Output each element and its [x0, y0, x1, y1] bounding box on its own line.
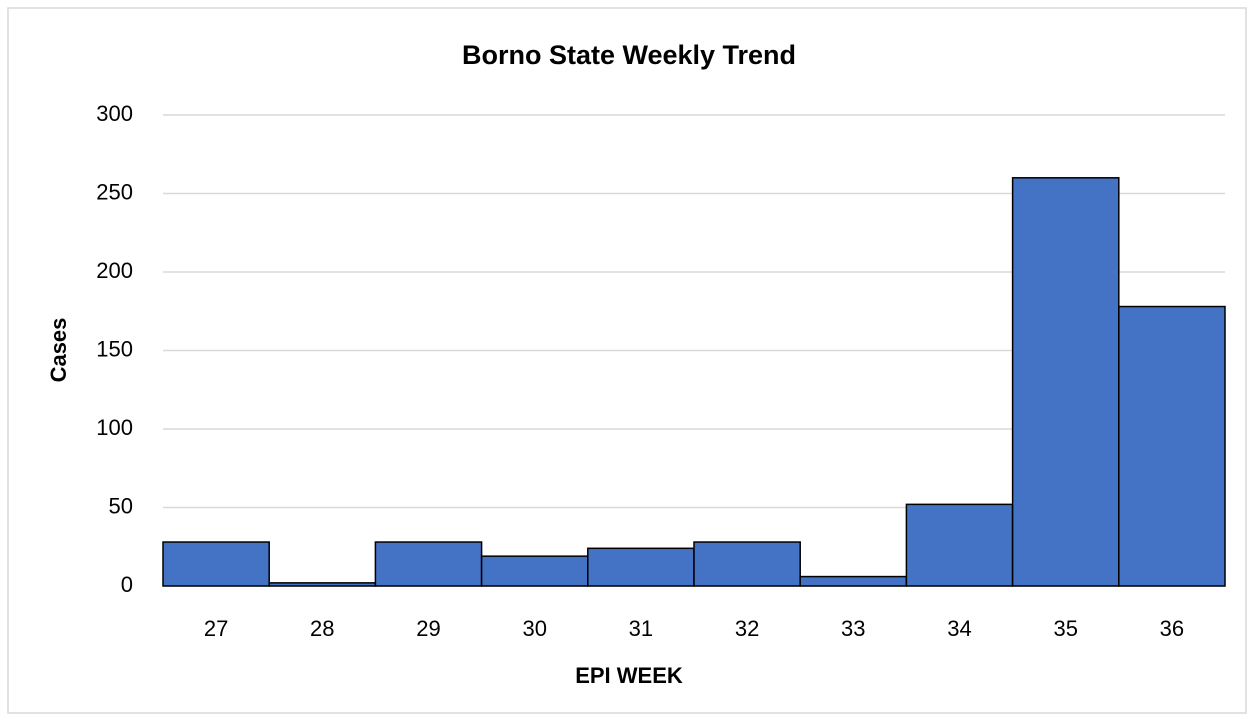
y-tick-label: 50: [109, 493, 133, 518]
chart-title: Borno State Weekly Trend: [462, 40, 796, 70]
bar: [693, 541, 801, 587]
x-axis-title: EPI WEEK: [575, 663, 683, 688]
bar: [799, 575, 908, 587]
y-axis-title: Cases: [46, 318, 71, 383]
y-tick-label: 150: [96, 336, 133, 361]
x-tick-label: 32: [735, 616, 759, 641]
bar: [1118, 305, 1226, 587]
y-tick-label: 100: [96, 415, 133, 440]
bar: [268, 582, 377, 587]
bar: [905, 503, 1014, 587]
x-tick-label: 31: [629, 616, 653, 641]
y-tick-label: 250: [96, 179, 133, 204]
x-tick-label: 30: [522, 616, 546, 641]
x-tick-label: 35: [1053, 616, 1077, 641]
y-tick-label: 300: [96, 101, 133, 126]
x-tick-label: 28: [310, 616, 334, 641]
bar: [162, 541, 270, 587]
x-tick-label: 34: [947, 616, 971, 641]
bar: [1011, 177, 1120, 587]
x-tick-label: 36: [1160, 616, 1184, 641]
y-tick-label: 0: [121, 572, 133, 597]
bar: [480, 555, 589, 587]
bar: [374, 541, 483, 587]
x-tick-label: 29: [416, 616, 440, 641]
y-tick-label: 200: [96, 258, 133, 283]
bar: [587, 547, 695, 587]
x-tick-label: 33: [841, 616, 865, 641]
x-tick-label: 27: [204, 616, 228, 641]
